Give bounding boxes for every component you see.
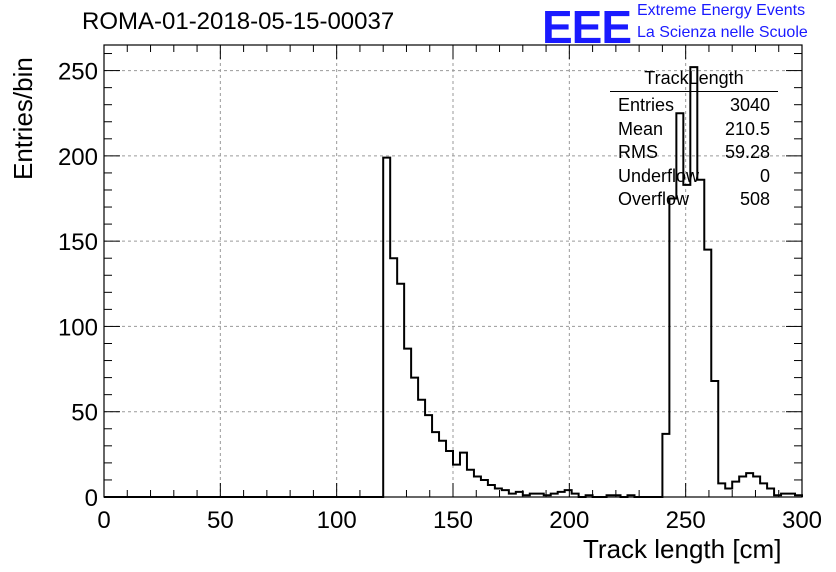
- stats-value: 3040: [729, 95, 770, 115]
- x-axis-label: Track length [cm]: [583, 534, 782, 564]
- stats-row-rms: RMS 59.28: [610, 141, 778, 165]
- stats-row-entries: Entries 3040: [610, 94, 778, 118]
- x-tick-label: 100: [317, 507, 357, 534]
- histogram-series: [104, 66, 803, 498]
- x-tick-label: 250: [666, 507, 706, 534]
- x-tick-label: 300: [782, 507, 822, 534]
- stats-label: Overflow: [618, 189, 690, 209]
- stats-title: TrackLength: [610, 68, 778, 92]
- y-axis-label: Entries/bin: [8, 57, 38, 180]
- stats-row-mean: Mean 210.5: [610, 118, 778, 142]
- x-tick-label: 150: [433, 507, 473, 534]
- stats-label: RMS: [618, 142, 658, 162]
- stats-row-underflow: Underflow 0: [610, 165, 778, 189]
- stats-label: Entries: [618, 95, 675, 115]
- x-tick-label: 50: [207, 507, 234, 534]
- stats-value: 0: [759, 165, 770, 186]
- stats-label: Underflow: [618, 165, 700, 186]
- logo-tagline-2: La Scienza nelle Scuole: [637, 24, 808, 41]
- stats-row-overflow: Overflow 508: [610, 188, 778, 212]
- y-tick-label: 100: [58, 314, 98, 341]
- stats-box: TrackLength Entries 3040 Mean 210.5 RMS …: [610, 68, 778, 212]
- run-title: ROMA-01-2018-05-15-00037: [82, 8, 395, 35]
- x-tick-label: 200: [549, 507, 589, 534]
- y-tick-label: 200: [58, 144, 98, 171]
- eee-logo: EEE: [542, 1, 632, 53]
- y-tick-label: 150: [58, 229, 98, 256]
- plot-frame: [103, 44, 803, 498]
- stats-value: 508: [739, 189, 770, 209]
- y-tick-label: 0: [85, 485, 98, 512]
- y-tick-label: 250: [58, 59, 98, 86]
- y-tick-label: 50: [71, 400, 98, 427]
- logo-tagline-1: Extreme Energy Events: [637, 2, 806, 19]
- stats-value: 59.28: [724, 142, 770, 162]
- x-tick-label: 0: [97, 507, 110, 534]
- stats-label: Mean: [618, 118, 664, 139]
- stats-value: 210.5: [724, 118, 770, 139]
